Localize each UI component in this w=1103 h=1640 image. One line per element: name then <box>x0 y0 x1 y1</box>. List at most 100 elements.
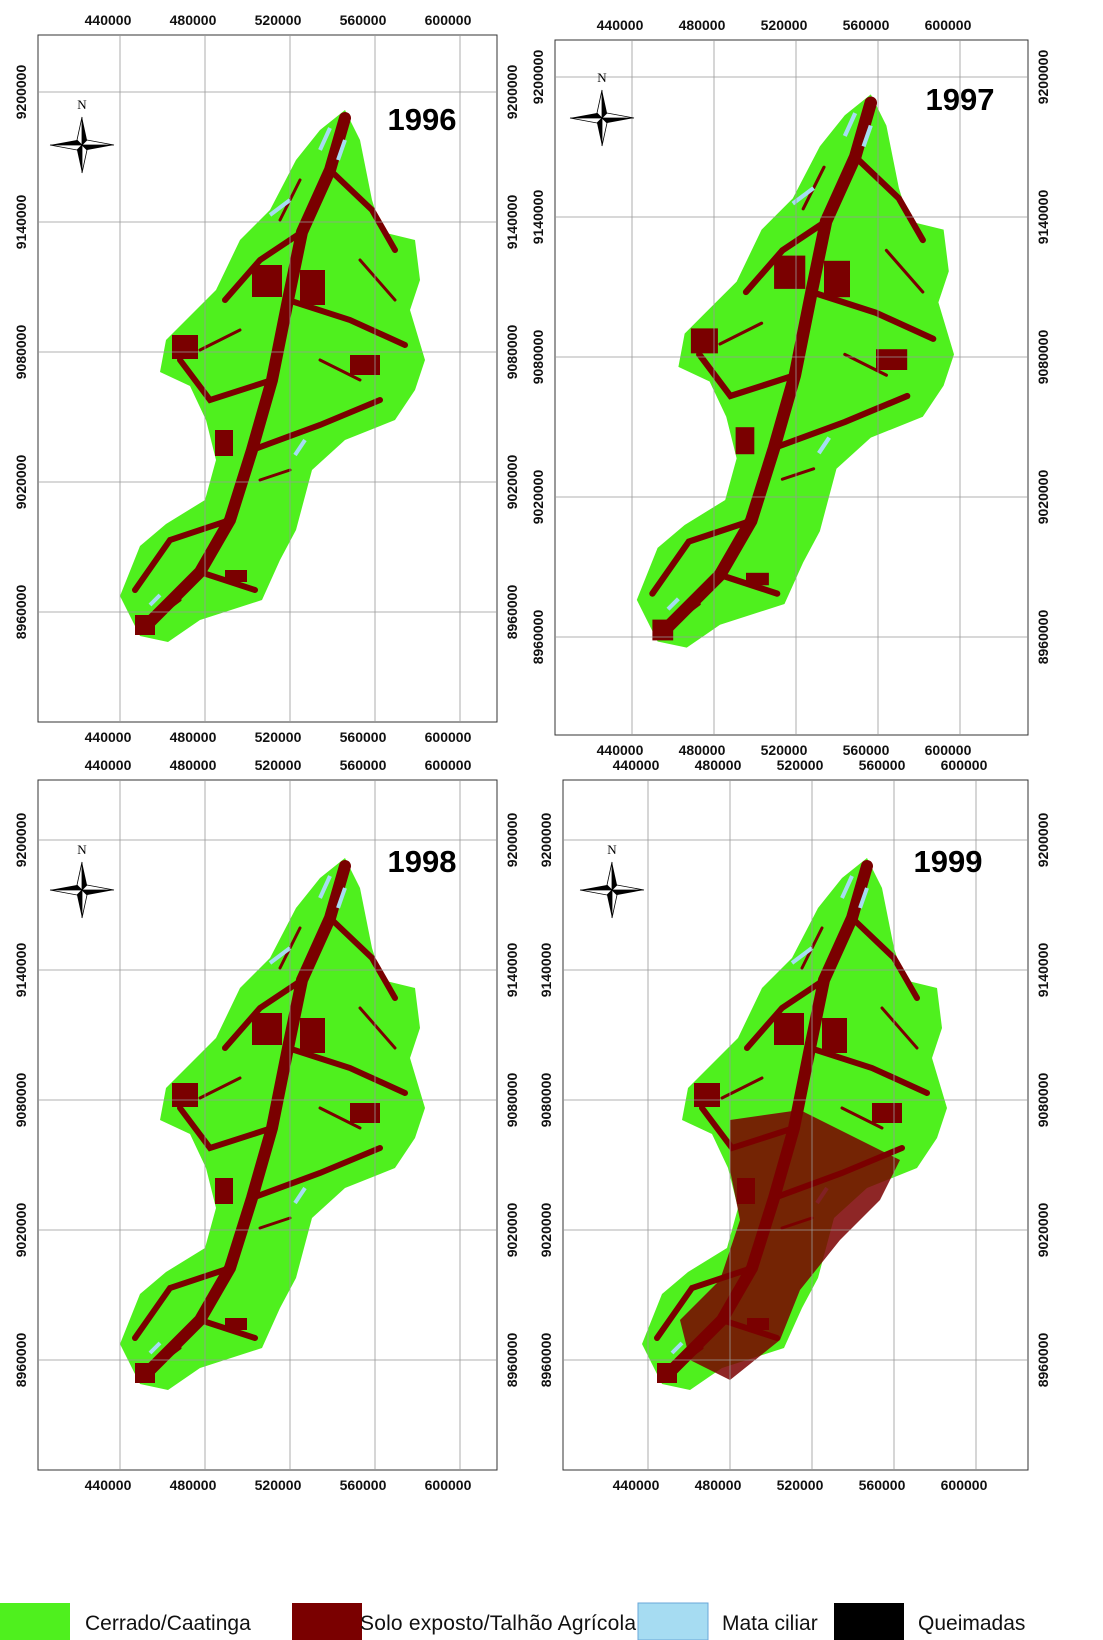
x-tick-label: 560000 <box>859 757 906 773</box>
x-tick-label: 520000 <box>777 1477 824 1493</box>
map-panel: 440000 440000 480000 480000 520000 520000 5600… <box>13 757 520 1493</box>
x-tick-label: 560000 <box>859 1477 906 1493</box>
x-tick-label: 600000 <box>941 1477 988 1493</box>
x-tick-label: 480000 <box>170 12 217 28</box>
x-tick-label: 480000 <box>679 742 726 758</box>
map-panel: 440000 440000 480000 480000 520000 520000 5600… <box>530 17 1051 758</box>
north-label: N <box>597 70 607 85</box>
year-label: 1996 <box>388 102 457 137</box>
x-tick-label: 480000 <box>170 757 217 773</box>
x-tick-label: 560000 <box>843 742 890 758</box>
y-tick-label: 9020000 <box>504 1203 520 1258</box>
y-tick-label: 9080000 <box>504 325 520 380</box>
y-tick-label: 9020000 <box>530 470 546 525</box>
y-tick-label: 9080000 <box>538 1073 554 1128</box>
x-tick-label: 480000 <box>695 757 742 773</box>
x-tick-label: 440000 <box>613 757 660 773</box>
x-tick-label: 600000 <box>425 729 472 745</box>
x-tick-label: 480000 <box>695 1477 742 1493</box>
x-tick-label: 600000 <box>425 12 472 28</box>
x-tick-label: 560000 <box>340 1477 387 1493</box>
year-label: 1999 <box>914 844 983 879</box>
y-tick-label: 9020000 <box>504 455 520 510</box>
x-tick-label: 600000 <box>941 757 988 773</box>
x-tick-label: 600000 <box>925 742 972 758</box>
north-label: N <box>607 842 617 857</box>
x-tick-label: 560000 <box>340 757 387 773</box>
x-tick-label: 520000 <box>255 12 302 28</box>
legend: Cerrado/Caatinga Solo exposto/Talhão Agrí… <box>0 1602 1025 1640</box>
legend-swatch <box>637 1602 709 1640</box>
y-tick-label: 9080000 <box>530 330 546 385</box>
y-tick-label: 9080000 <box>504 1073 520 1128</box>
y-tick-label: 8960000 <box>504 1333 520 1388</box>
x-tick-label: 520000 <box>761 17 808 33</box>
legend-label: Solo exposto/Talhão Agrícola <box>360 1612 636 1635</box>
y-tick-label: 9200000 <box>530 50 546 105</box>
y-tick-label: 9020000 <box>13 1203 29 1258</box>
y-tick-label: 9080000 <box>1035 1073 1051 1128</box>
x-tick-label: 480000 <box>170 1477 217 1493</box>
x-tick-label: 560000 <box>340 12 387 28</box>
y-tick-label: 8960000 <box>13 1333 29 1388</box>
legend-label: Cerrado/Caatinga <box>85 1612 251 1635</box>
y-tick-label: 9140000 <box>538 943 554 998</box>
x-tick-label: 600000 <box>425 757 472 773</box>
y-tick-label: 9080000 <box>13 1073 29 1128</box>
y-tick-label: 8960000 <box>1035 610 1051 665</box>
x-tick-label: 440000 <box>597 742 644 758</box>
y-tick-label: 9200000 <box>504 65 520 120</box>
x-tick-label: 560000 <box>843 17 890 33</box>
y-tick-label: 9140000 <box>13 195 29 250</box>
y-tick-label: 9140000 <box>1035 943 1051 998</box>
legend-swatch <box>834 1603 904 1640</box>
y-tick-label: 9200000 <box>1035 50 1051 105</box>
y-tick-label: 9020000 <box>538 1203 554 1258</box>
x-tick-label: 440000 <box>85 757 132 773</box>
y-tick-label: 9080000 <box>1035 330 1051 385</box>
y-tick-label: 9200000 <box>13 813 29 868</box>
legend-label: Queimadas <box>918 1612 1025 1635</box>
north-label: N <box>77 97 87 112</box>
year-label: 1997 <box>926 82 995 117</box>
y-tick-label: 8960000 <box>13 585 29 640</box>
x-tick-label: 600000 <box>925 17 972 33</box>
year-label: 1998 <box>388 844 457 879</box>
x-tick-label: 520000 <box>777 757 824 773</box>
legend-swatch <box>292 1603 362 1640</box>
x-tick-label: 440000 <box>85 729 132 745</box>
y-tick-label: 9140000 <box>1035 190 1051 245</box>
legend-label: Mata ciliar <box>722 1612 818 1635</box>
y-tick-label: 9200000 <box>504 813 520 868</box>
x-tick-label: 600000 <box>425 1477 472 1493</box>
x-tick-label: 520000 <box>255 729 302 745</box>
x-tick-label: 480000 <box>679 17 726 33</box>
x-tick-label: 440000 <box>85 1477 132 1493</box>
x-tick-label: 440000 <box>613 1477 660 1493</box>
y-tick-label: 9080000 <box>13 325 29 380</box>
x-tick-label: 520000 <box>255 757 302 773</box>
agricultural-area <box>680 1110 900 1380</box>
y-tick-label: 8960000 <box>538 1333 554 1388</box>
y-tick-label: 9140000 <box>530 190 546 245</box>
y-tick-label: 8960000 <box>530 610 546 665</box>
map-panel: 440000 440000 480000 480000 520000 520000 5600… <box>538 757 1051 1493</box>
y-tick-label: 8960000 <box>504 585 520 640</box>
y-tick-label: 9200000 <box>13 65 29 120</box>
y-tick-label: 9200000 <box>1035 813 1051 868</box>
y-tick-label: 9020000 <box>13 455 29 510</box>
x-tick-label: 480000 <box>170 729 217 745</box>
map-panel: 440000 440000 480000 480000 520000 520000 5600… <box>13 12 520 745</box>
legend-swatch <box>0 1603 70 1640</box>
x-tick-label: 520000 <box>761 742 808 758</box>
x-tick-label: 440000 <box>597 17 644 33</box>
y-tick-label: 9020000 <box>1035 470 1051 525</box>
y-tick-label: 9140000 <box>504 943 520 998</box>
x-tick-label: 440000 <box>85 12 132 28</box>
y-tick-label: 9020000 <box>1035 1203 1051 1258</box>
y-tick-label: 9140000 <box>13 943 29 998</box>
y-tick-label: 8960000 <box>1035 1333 1051 1388</box>
y-tick-label: 9200000 <box>538 813 554 868</box>
north-label: N <box>77 842 87 857</box>
